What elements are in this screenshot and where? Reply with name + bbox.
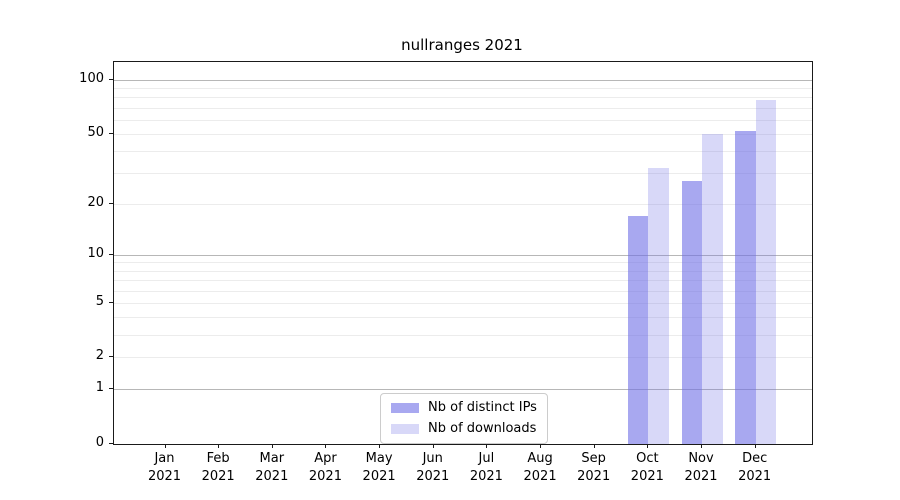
y-tick-mark	[109, 443, 113, 444]
minor-gridline	[114, 262, 812, 264]
bar-downloads-Oct	[648, 168, 669, 444]
x-tick-mark	[271, 444, 273, 448]
legend-item-downloads: Nb of downloads	[391, 421, 537, 437]
x-tick-label: Nov 2021	[684, 451, 718, 484]
legend: Nb of distinct IPs Nb of downloads	[380, 393, 548, 444]
minor-gridline	[114, 280, 812, 282]
x-tick-label: Sep 2021	[577, 451, 611, 484]
x-tick-label: May 2021	[362, 451, 396, 484]
legend-item-distinct-ips: Nb of distinct IPs	[391, 400, 537, 416]
x-tick-label: Jun 2021	[416, 451, 450, 484]
x-tick-label: Mar 2021	[255, 451, 289, 484]
x-tick-mark	[647, 444, 649, 448]
x-tick-label: Feb 2021	[201, 451, 235, 484]
y-tick-label: 2	[95, 348, 104, 364]
minor-gridline	[114, 302, 812, 304]
chart-title: nullranges 2021	[401, 36, 523, 54]
x-tick-label: Apr 2021	[308, 451, 342, 484]
minor-gridline	[114, 133, 812, 135]
x-tick-mark	[379, 444, 381, 448]
minor-gridline	[114, 151, 812, 153]
minor-gridline	[114, 173, 812, 175]
major-gridline	[114, 389, 812, 391]
y-tick-label: 0	[95, 435, 104, 450]
minor-gridline	[114, 203, 812, 205]
major-gridline	[114, 254, 812, 256]
bar-distinct-ips-Nov	[681, 181, 702, 444]
y-tick-mark	[109, 253, 113, 255]
minor-gridline	[114, 88, 812, 90]
x-tick-mark	[325, 444, 327, 448]
x-axis-tick-labels: Jan 2021 Feb 2021 Mar 2021 Apr 2021 May 2021…	[113, 450, 811, 490]
bar-distinct-ips-Dec	[735, 130, 756, 444]
y-tick-mark	[109, 79, 113, 81]
y-tick-label: 5	[95, 293, 104, 309]
y-tick-label: 20	[87, 194, 104, 210]
x-tick-mark	[754, 444, 756, 448]
minor-gridline	[114, 290, 812, 292]
y-tick-label: 50	[87, 124, 104, 140]
x-tick-mark	[432, 444, 434, 448]
minor-gridline	[114, 270, 812, 272]
y-tick-label: 100	[79, 71, 104, 87]
bars-layer	[114, 62, 812, 444]
x-tick-mark	[540, 444, 542, 448]
x-tick-label: Jan 2021	[147, 451, 182, 484]
y-tick-mark	[109, 202, 113, 204]
bar-downloads-Nov	[702, 133, 723, 444]
minor-gridline	[114, 357, 812, 359]
legend-swatch-downloads-icon	[391, 424, 419, 434]
x-tick-mark	[701, 444, 702, 448]
plot-area: Nb of distinct IPs Nb of downloads	[113, 61, 813, 445]
legend-swatch-distinct-ips-icon	[391, 403, 419, 413]
x-tick-mark	[486, 444, 488, 448]
bar-distinct-ips-Oct	[627, 216, 649, 444]
x-tick-mark	[164, 444, 166, 448]
minor-gridline	[114, 334, 812, 336]
y-tick-label: 1	[95, 380, 104, 396]
legend-label-distinct-ips: Nb of distinct IPs	[428, 400, 537, 415]
x-tick-label: Dec 2021	[738, 451, 772, 484]
minor-gridline	[114, 107, 812, 109]
x-tick-mark	[593, 444, 595, 448]
x-tick-mark	[218, 444, 220, 448]
legend-label-downloads: Nb of downloads	[428, 421, 537, 436]
y-tick-mark	[109, 356, 113, 358]
x-tick-label: Oct 2021	[630, 451, 664, 484]
gridlines-layer	[114, 62, 812, 444]
minor-gridline	[114, 97, 812, 99]
minor-gridline	[114, 119, 812, 121]
y-tick-mark	[109, 301, 113, 303]
x-tick-label: Aug 2021	[523, 451, 557, 484]
y-tick-label: 10	[87, 245, 104, 261]
y-tick-mark	[109, 132, 113, 134]
major-gridline	[114, 80, 812, 82]
minor-gridline	[114, 317, 812, 319]
y-tick-mark	[109, 388, 113, 390]
y-axis-tick-labels: 0 1 2 5 10 20 50 100	[0, 61, 104, 450]
bar-downloads-Dec	[755, 100, 777, 444]
x-tick-label: Jul 2021	[469, 451, 503, 484]
